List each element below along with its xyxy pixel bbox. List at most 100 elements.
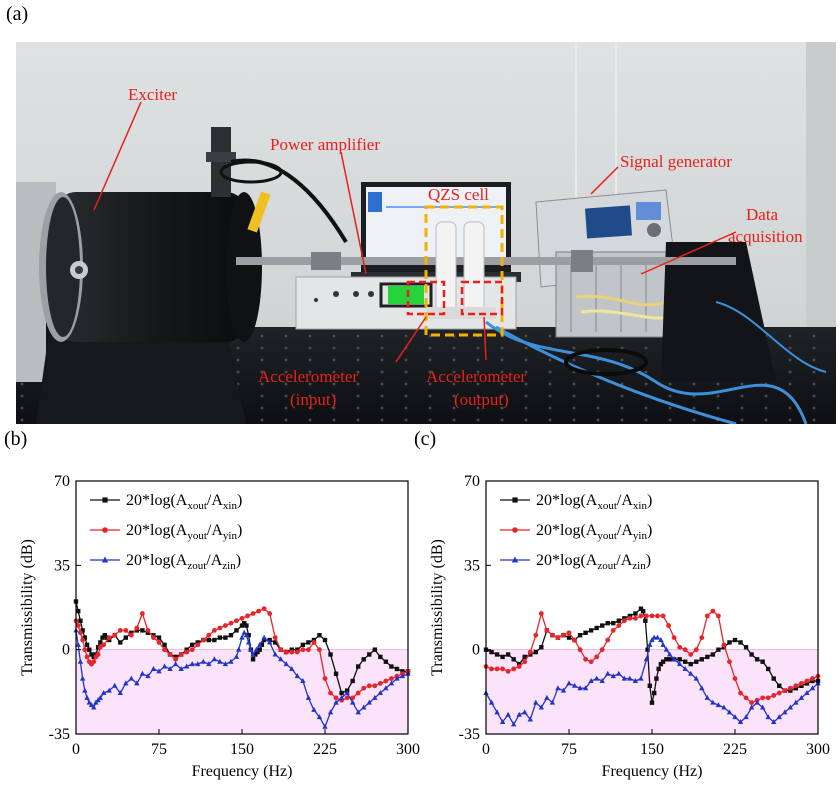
accelerometer-input-box (406, 280, 446, 316)
chart-c-series-1-point (621, 618, 627, 624)
chart-c-series-1-point (699, 635, 705, 641)
chart-b-ytick-label: 35 (54, 557, 70, 574)
chart-b-xtick-label: 0 (72, 741, 80, 758)
chart-b-series-0-point (295, 647, 300, 652)
chart-c-series-2-point (654, 634, 661, 640)
chart-b-series-0-point (98, 640, 103, 645)
chart-b-series-2-point (361, 704, 367, 710)
chart-b-series-2-point (75, 641, 81, 647)
chart-b-legend-label: 20*log(Axout/Axin) (126, 492, 242, 512)
chart-c-series-0-point (511, 657, 516, 662)
chart-b-series-1-point (112, 632, 118, 638)
chart-b-series-2-point (333, 699, 339, 705)
chart-c-series-2-point (667, 651, 673, 657)
chart-b-series-2-point (178, 665, 184, 671)
chart-b-series-0-point (76, 608, 81, 614)
chart-b-series-0-point (190, 642, 195, 648)
chart-c-series-0-point (738, 640, 743, 645)
chart-c-series-0-point (732, 637, 738, 643)
chart-c-series-2-point (544, 694, 550, 700)
chart-b-series-0-point (394, 666, 400, 672)
chart-b-series-2-point (206, 661, 212, 667)
chart-c-series-2-point (793, 699, 799, 705)
chart-c-series-1-point (688, 652, 694, 657)
chart-c-series-2-point (671, 656, 677, 662)
chart-b-series-1-point (256, 608, 261, 614)
label-accelerometer-output-1: Accelerometer (426, 367, 526, 386)
chart-c-series-0-point (793, 686, 799, 691)
chart-b-series-2-point (112, 682, 118, 688)
chart-c-series-1-point (749, 700, 754, 706)
chart-c-series-0-point (577, 633, 583, 638)
chart-c-series-2-point (682, 665, 688, 671)
chart-c-series-2-point (621, 675, 628, 681)
chart-b-series-1-point (306, 647, 311, 653)
chart-c-ylabel: Transmissibility (dB) (429, 539, 446, 676)
chart-c-ytick-label: -35 (459, 726, 480, 743)
label-accelerometer-input-1: Accelerometer (258, 367, 358, 386)
chart-b-series-1-point (173, 656, 179, 662)
chart-c-series-1-point (638, 613, 644, 619)
chart-c-xtick-label: 0 (482, 741, 490, 758)
chart-c-series-1-point (577, 647, 583, 653)
chart-c-xtick-label: 75 (561, 741, 577, 758)
chart-c-legend-marker (511, 556, 519, 563)
chart-c-series-1-point (693, 647, 699, 653)
chart-c-series-1-point (738, 690, 743, 696)
chart-c-series-0-point (749, 652, 754, 657)
panel-label-b: (b) (4, 428, 28, 450)
chart-b-series-0-point (242, 620, 247, 626)
chart-b-series-1-point (178, 652, 184, 657)
chart-b-series-0-point (328, 652, 333, 657)
chart-c-series-2-point (676, 661, 683, 667)
chart-c-series-2-point (499, 718, 506, 724)
chart-b-series-1 (73, 606, 411, 703)
chart-c-series-1-point (765, 695, 771, 701)
chart-c-series-0-point (539, 645, 544, 650)
chart-c-series-0-point (660, 659, 666, 664)
label-exciter: Exciter (128, 85, 177, 104)
chart-b-series-0-point (156, 635, 162, 640)
chart-b-series-1-point (239, 615, 245, 621)
chart-b-series-1-point (223, 623, 228, 628)
chart-c-series-2-point (693, 675, 699, 681)
chart-b-series-1-point (261, 606, 267, 612)
chart-b-series-0-point (389, 664, 394, 669)
chart-c-series-2-point (663, 646, 670, 652)
chart-c-series-0-point (528, 652, 533, 657)
chart-b-series-0-point (82, 635, 88, 640)
chart-b-series-2-point (117, 690, 123, 696)
chart-b-series-1-point (151, 635, 156, 641)
chart-c-series-2-point (560, 687, 567, 693)
chart-b-xtick-label: 225 (313, 741, 337, 758)
chart-c-series-0-point (654, 676, 659, 681)
label-qzs-cell: QZS cell (428, 185, 489, 204)
chart-b-series-0-point (250, 657, 256, 662)
chart-c-series-1-point (599, 647, 605, 653)
chart-c-series-0-point (694, 659, 699, 664)
chart-b-series-1-point (162, 647, 167, 653)
label-accelerometer-input-2: (input) (290, 390, 336, 409)
chart-c-series-1-point (649, 613, 655, 619)
chart-c-series-1-point (566, 630, 572, 636)
chart-c-series-1-point (516, 664, 522, 669)
chart-b-series-0-point (333, 671, 339, 676)
chart-c-series-1-point (810, 676, 815, 681)
panel-label-c: (c) (414, 428, 437, 450)
chart-c-series-2-point (582, 685, 589, 691)
chart-c-series-2-point (488, 699, 495, 705)
chart-b-series-2-point (261, 634, 267, 640)
chart-b-series-1-point (328, 690, 333, 696)
chart-c-series-2-point (610, 673, 616, 679)
label-data-acquisition-1: Data (746, 205, 779, 224)
chart-c-series-2-point (522, 709, 528, 715)
chart-c-series-2-point (765, 714, 771, 720)
chart-b-series-2-point (241, 629, 247, 635)
chart-c-series-0-point (766, 666, 771, 672)
chart-c-series-1-point (561, 632, 566, 638)
chart-c-series-2-point (571, 682, 578, 688)
chart-c-series-2-point (577, 685, 583, 691)
chart-b-series-2-point (372, 694, 378, 700)
chart-c-series-1-point (605, 637, 611, 643)
chart-b-series-1-point (350, 695, 356, 701)
